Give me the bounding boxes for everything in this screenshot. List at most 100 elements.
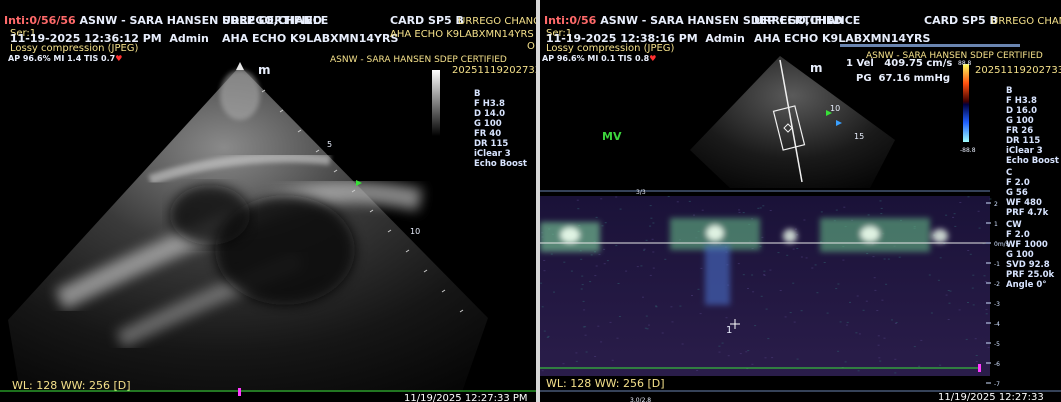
param-line: iClear 3 [474,149,511,159]
cursor-label: 1 [726,325,733,336]
echo-id: AHA ECHO K9LABXMN14YRS [754,32,931,45]
window-level: WL: 128 WW: 256 [D] [546,377,665,390]
param-line: DR 115 [474,139,509,149]
sample-gate-icon [783,123,793,133]
echo-id-overlay: AHA ECHO K9LABXMN14YRS [390,29,534,40]
param-line: D 16.0 [1006,106,1037,116]
color-scale-top: 88.8 [958,60,972,67]
exam-type: CARD SP5 B [390,14,464,27]
axis-tick-label: -4 [994,321,1000,328]
pressure-gradient: PG 67.16 mmHg [856,73,950,84]
probe-marker-icon [236,62,244,70]
flow-signals [540,218,948,305]
compression-label: Lossy compression (JPEG) [10,43,139,54]
focus-marker-icon [356,180,362,186]
marker-m: m [258,63,271,77]
exam-date: 11-19-2025 12:38:16 PM Admin [546,32,745,45]
exam-type: CARD SP5 B [924,14,998,27]
steer-marker-icon [836,120,842,126]
axis-tick-label: -5 [994,341,1000,348]
measurement-cursor-icon [730,319,740,329]
param-line: WF 480 [1006,198,1042,208]
right-doppler-image: 2 1 0m/s -1 -2 -3 -4 -5 -6 -7 [540,44,1061,392]
axis-tick-label: 0m/s [994,241,1009,248]
series-label: Ser:1 [10,28,37,39]
param-line: SVD 92.8 [1006,260,1050,270]
bottom-marker: 3.0/2.8 [630,397,652,402]
param-line: iClear 3 [1006,146,1043,156]
window-level: WL: 128 WW: 256 [D] [12,379,131,392]
param-line: G 100 [1006,116,1034,126]
param-line: B [1006,86,1013,96]
mv-label: MV [602,130,622,143]
param-line: G 56 [1006,188,1028,198]
patient-name: URREGO,CHANCE [754,14,861,27]
series-label: Ser:1 [546,28,573,39]
depth-label-10: 10 [410,227,421,236]
depth-scale [261,89,464,313]
param-line: CW [1006,220,1022,230]
param-line: PRF 25.0k [1006,270,1055,280]
study-uid: 20251119202733 [452,65,536,76]
cw-cursor-line [779,59,803,183]
sweep-marker: 3/3 [636,189,646,196]
axis-tick-label: -1 [994,261,1000,268]
left-2d-image [0,62,536,396]
institution-header: Inti:0/56/56 ASNW - SARA HANSEN SDEP CER… [4,14,323,27]
param-line: F 2.0 [1006,230,1030,240]
axis-tick-label: -3 [994,301,1000,308]
param-line: B [474,89,481,99]
institution-header: Inti:0/56 ASNW - SARA HANSEN SDEP CERTIF… [544,14,843,27]
compression-label: Lossy compression (JPEG) [546,43,675,54]
asnw-overlay: ASNW - SARA HANSEN SDEP CERTIFIED [866,51,1043,61]
acoustic-power: AP 96.6% MI 1.4 TIS 0.7♥ [8,54,123,63]
patient-name: URREGO,CHANCE [222,14,329,27]
focus-marker-icon [826,110,832,116]
param-line: C [1006,168,1013,178]
asnw-overlay: ASNW - SARA HANSEN SDEP CERTIFIED [330,55,507,65]
timestamp: 11/19/2025 12:27:33 PM [404,393,528,402]
exam-date: 11-19-2025 12:36:12 PM Admin [10,32,209,45]
sector-depth-15: 15 [854,132,865,141]
echo-id: AHA ECHO K9LABXMN14YRS [222,32,399,45]
color-scale-bottom: -88.8 [960,147,976,154]
acoustic-power: AP 96.6% MI 0.1 TIS 0.8♥ [542,54,657,63]
param-line: G 100 [474,119,502,129]
axis-tick-label: -7 [994,381,1000,388]
mini-sector [690,56,895,188]
param-line: FR 26 [1006,126,1034,136]
timeline-marker [978,364,981,372]
orientation-o: O [527,41,535,52]
axis-tick-label: 1 [994,221,998,228]
patient-name-overlay: URREGO CHANCE [458,16,536,27]
color-scale-bar [963,64,969,142]
param-line: Angle 0° [1006,280,1047,290]
right-echo-panel: 2 1 0m/s -1 -2 -3 -4 -5 -6 -7 Inti:0/56 ASNW - SA… [540,0,1061,402]
param-line: PRF 4.7k [1006,208,1049,218]
axis-tick-label: -6 [994,361,1000,368]
param-line: F H3.8 [1006,96,1037,106]
panel-divider [536,0,540,402]
velocity-measurement: 1 Vel 409.75 cm/s [846,58,953,69]
sector-depth-10: 10 [830,104,841,113]
axis-tick-label: 2 [994,201,998,208]
sample-box [772,105,806,151]
depth-label-5: 5 [327,140,333,149]
axis-tick-label: -2 [994,281,1000,288]
grayscale-bar [432,70,440,136]
param-line: DR 115 [1006,136,1041,146]
timestamp: 11/19/2025 12:27:33 PM [938,392,1044,402]
param-line: G 100 [1006,250,1034,260]
velocity-axis: 2 1 0m/s -1 -2 -3 -4 -5 -6 -7 [986,201,1009,388]
marker-m: m [810,61,823,75]
left-echo-panel: Inti:0/56/56 ASNW - SARA HANSEN SDEP CER… [0,14,536,402]
study-uid: 20251119202733 [975,65,1061,76]
param-line: WF 1000 [1006,240,1048,250]
timeline-marker [238,388,241,396]
param-line: Echo Boost [1006,156,1059,166]
param-line: Echo Boost [474,159,527,169]
patient-name-overlay: URREGO CHANC [991,16,1061,27]
chamber-dark-region [215,195,355,305]
